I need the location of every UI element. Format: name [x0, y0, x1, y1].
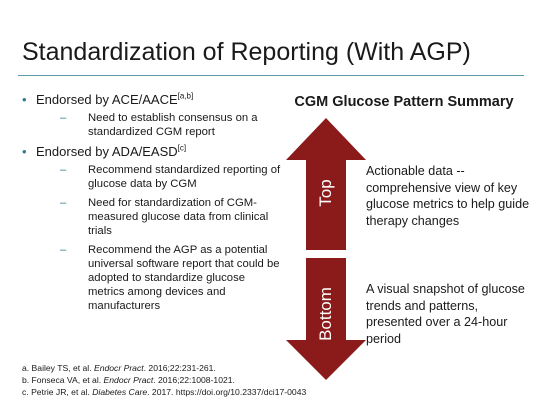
- sub-bullet-item: – Need for standardization of CGM-measure…: [36, 196, 282, 238]
- sub-bullet-item: – Need to establish consensus on a standa…: [36, 111, 282, 139]
- citation-marker: [c]: [177, 143, 187, 153]
- dash-icon: –: [60, 244, 67, 256]
- sub-bullet-item: – Recommend the AGP as a potential univer…: [36, 243, 282, 313]
- reference-authors: a. Bailey TS, et al.: [22, 363, 94, 373]
- reference-details: . 2017. https://doi.org/10.2337/dci17-00…: [147, 387, 307, 397]
- dash-icon: –: [60, 112, 67, 124]
- bullet-list: • Endorsed by ACE/AACE[a,b] – Need to esta…: [22, 92, 282, 318]
- dash-icon: –: [60, 197, 67, 209]
- summary-title: CGM Glucose Pattern Summary: [294, 94, 514, 110]
- bottom-label: Bottom: [316, 287, 335, 341]
- citation-marker: [a,b]: [177, 91, 194, 101]
- reference-journal: Diabetes Care: [92, 387, 148, 397]
- top-label: Top: [316, 179, 335, 207]
- sub-bullet-text: Recommend the AGP as a potential univers…: [88, 244, 280, 312]
- sub-bullet-item: – Recommend standardized reporting of glu…: [36, 163, 282, 191]
- bullet-text: Endorsed by ACE/AACE: [36, 92, 178, 107]
- up-arrow-icon: [286, 118, 366, 250]
- reference-authors: b. Fonseca VA, et al.: [22, 375, 104, 385]
- top-description: Actionable data -- comprehensive view of…: [366, 164, 530, 228]
- reference-journal: Endocr Pract: [93, 363, 144, 373]
- slide-title: Standardization of Reporting (With AGP): [22, 38, 471, 66]
- reference-item: c. Petrie JR, et al. Diabetes Care. 2017…: [22, 386, 522, 398]
- sub-bullet-text: Need for standardization of CGM-measured…: [88, 197, 269, 237]
- sub-bullet-list: – Recommend standardized reporting of glu…: [36, 163, 282, 313]
- title-divider: [18, 75, 524, 76]
- reference-journal: Endocr Pract: [103, 375, 154, 385]
- reference-item: a. Bailey TS, et al. Endocr Pract. 2016;…: [22, 362, 522, 374]
- reference-details: . 2016;22:1008-1021.: [153, 375, 235, 385]
- reference-authors: c. Petrie JR, et al.: [22, 387, 93, 397]
- sub-bullet-text: Need to establish consensus on a standar…: [88, 112, 258, 138]
- bullet-item: • Endorsed by ACE/AACE[a,b] – Need to esta…: [22, 92, 282, 139]
- down-arrow-icon: [286, 258, 366, 380]
- bullet-item: • Endorsed by ADA/EASD[c] – Recommend stan…: [22, 144, 282, 313]
- bullet-icon: •: [22, 144, 27, 159]
- reference-details: . 2016;22:231-261.: [143, 363, 216, 373]
- sub-bullet-text: Recommend standardized reporting of gluc…: [88, 164, 281, 190]
- sub-bullet-list: – Need to establish consensus on a standa…: [36, 111, 282, 139]
- bullet-text: Endorsed by ADA/EASD: [36, 144, 178, 159]
- bottom-description: A visual snapshot of glucose trends and …: [366, 282, 525, 346]
- dash-icon: –: [60, 164, 67, 176]
- reference-item: b. Fonseca VA, et al. Endocr Pract. 2016…: [22, 374, 522, 386]
- references: a. Bailey TS, et al. Endocr Pract. 2016;…: [22, 362, 522, 398]
- bullet-icon: •: [22, 92, 27, 107]
